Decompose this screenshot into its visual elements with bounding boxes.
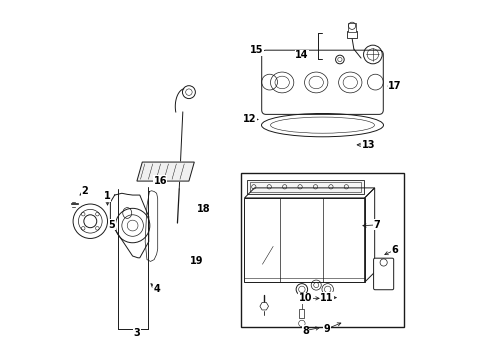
- Text: 11: 11: [320, 293, 333, 303]
- Text: 9: 9: [323, 324, 330, 334]
- Text: 3: 3: [133, 328, 140, 338]
- Text: 19: 19: [190, 256, 203, 266]
- FancyBboxPatch shape: [261, 50, 383, 114]
- Text: 8: 8: [302, 325, 308, 336]
- Text: 1: 1: [104, 191, 111, 201]
- Bar: [250, 182, 360, 192]
- Text: 12: 12: [243, 114, 256, 124]
- Text: 15: 15: [250, 45, 263, 55]
- Text: 6: 6: [391, 245, 398, 255]
- Polygon shape: [137, 162, 194, 181]
- Text: 17: 17: [387, 81, 401, 91]
- Bar: [347, 23, 356, 32]
- Text: 5: 5: [108, 220, 115, 230]
- Text: 4: 4: [153, 284, 160, 294]
- Text: 18: 18: [196, 204, 210, 214]
- Text: 16: 16: [153, 176, 166, 186]
- Bar: [247, 180, 363, 194]
- Bar: [241, 173, 403, 327]
- Polygon shape: [260, 302, 268, 310]
- Text: 13: 13: [361, 140, 374, 150]
- Text: 10: 10: [298, 293, 311, 303]
- FancyBboxPatch shape: [373, 258, 393, 290]
- Text: 2: 2: [81, 186, 88, 197]
- Bar: [299, 309, 304, 318]
- Text: 7: 7: [373, 220, 380, 230]
- Bar: [346, 31, 357, 39]
- Bar: [244, 198, 364, 282]
- Text: 14: 14: [295, 50, 308, 60]
